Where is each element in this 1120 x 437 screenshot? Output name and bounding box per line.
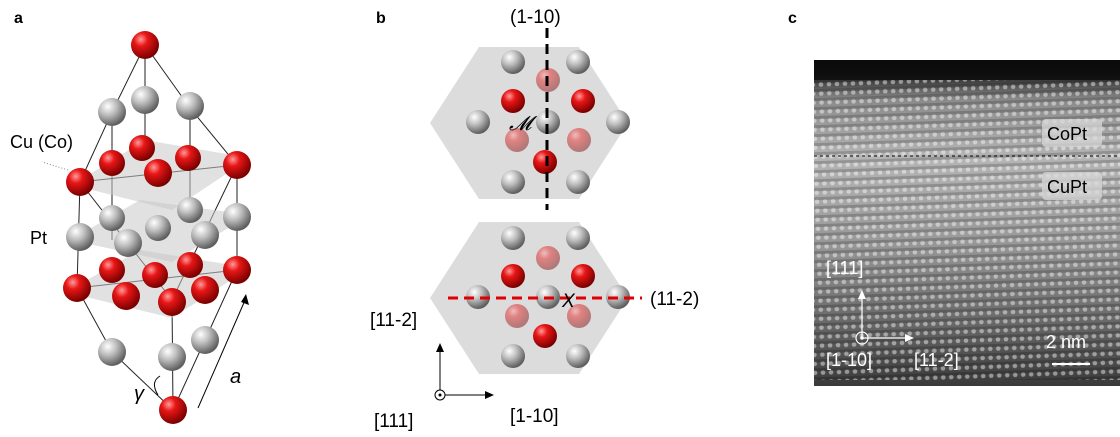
cu-atom bbox=[112, 282, 140, 310]
axes-c bbox=[855, 290, 914, 345]
pt-atom bbox=[191, 326, 219, 354]
pt-atom bbox=[114, 229, 142, 257]
cu-atom bbox=[223, 151, 251, 179]
axis-out-of-plane-label-c: [1-10] bbox=[826, 350, 872, 370]
panel-b: b bbox=[370, 0, 790, 437]
panel-c-label: c bbox=[788, 10, 797, 27]
pt-atom bbox=[191, 221, 219, 249]
cu-atom bbox=[131, 31, 159, 59]
pt-atom bbox=[131, 86, 159, 114]
axis-horizontal-label-c: [11-2] bbox=[914, 350, 959, 370]
plane-bottom-label: (11-2) bbox=[650, 289, 699, 310]
pt-label: Pt bbox=[30, 228, 47, 248]
panel-b-label: b bbox=[376, 10, 386, 27]
cu-atom bbox=[223, 256, 251, 284]
axis-out-of-plane-label: [111] bbox=[374, 411, 413, 432]
copt-label-box bbox=[1042, 119, 1102, 147]
glide-symbol: X bbox=[561, 291, 576, 312]
atoms bbox=[63, 31, 251, 424]
top-hexagon bbox=[430, 28, 630, 210]
axes-b bbox=[434, 343, 494, 401]
axis-horizontal-label: [1-10] bbox=[510, 406, 559, 427]
cu-atom bbox=[99, 150, 125, 176]
cu-co-label: Cu (Co) bbox=[10, 132, 73, 152]
cu-atom bbox=[158, 288, 186, 316]
bottom-hexagon bbox=[430, 222, 642, 374]
axis-vertical-label: [11-2] bbox=[370, 310, 417, 331]
plane-top-label: (1-10) bbox=[510, 7, 561, 28]
scale-bar-label: 2 nm bbox=[1046, 332, 1086, 352]
cu-atom bbox=[159, 396, 187, 424]
cu-atom bbox=[63, 274, 91, 302]
mirror-symbol: 𝓜 bbox=[509, 113, 538, 135]
cu-atom bbox=[191, 276, 219, 304]
pt-atom bbox=[145, 215, 171, 241]
pt-atom bbox=[223, 203, 251, 231]
panel-a-label: a bbox=[14, 10, 23, 27]
copt-label: CoPt bbox=[1047, 124, 1087, 144]
pt-atom bbox=[176, 92, 204, 120]
cupt-label-box bbox=[1042, 172, 1102, 200]
cu-atom bbox=[144, 159, 172, 187]
cu-atom bbox=[99, 257, 125, 283]
pt-atom bbox=[98, 338, 126, 366]
panel-c: c CoPt CuPt bbox=[788, 0, 1120, 437]
cu-atom bbox=[129, 135, 155, 161]
cu-atom bbox=[175, 145, 201, 171]
pt-atom bbox=[158, 343, 186, 371]
lattice-a-label: a bbox=[230, 366, 241, 388]
cu-atom bbox=[142, 262, 168, 288]
symmetry-projection-diagram: (1-10) 𝓜 (11-2) X [11-2] [111] [1-10] bbox=[370, 7, 699, 432]
axis-vertical-label-c: [111] bbox=[826, 258, 863, 278]
gamma-label: γ bbox=[134, 383, 145, 405]
cupt-label: CuPt bbox=[1047, 177, 1087, 197]
pt-atom bbox=[99, 205, 125, 231]
stem-image: CoPt CuPt [111] [1-10] [11-2] 2 nm bbox=[814, 60, 1120, 386]
cu-atom bbox=[66, 168, 94, 196]
pt-atom bbox=[98, 98, 126, 126]
panel-a: a bbox=[0, 0, 370, 437]
pt-atom bbox=[66, 223, 94, 251]
pt-atom bbox=[177, 197, 203, 223]
cu-atom bbox=[177, 252, 203, 278]
crystal-structure-diagram: Cu (Co) Pt γ a bbox=[10, 31, 251, 424]
